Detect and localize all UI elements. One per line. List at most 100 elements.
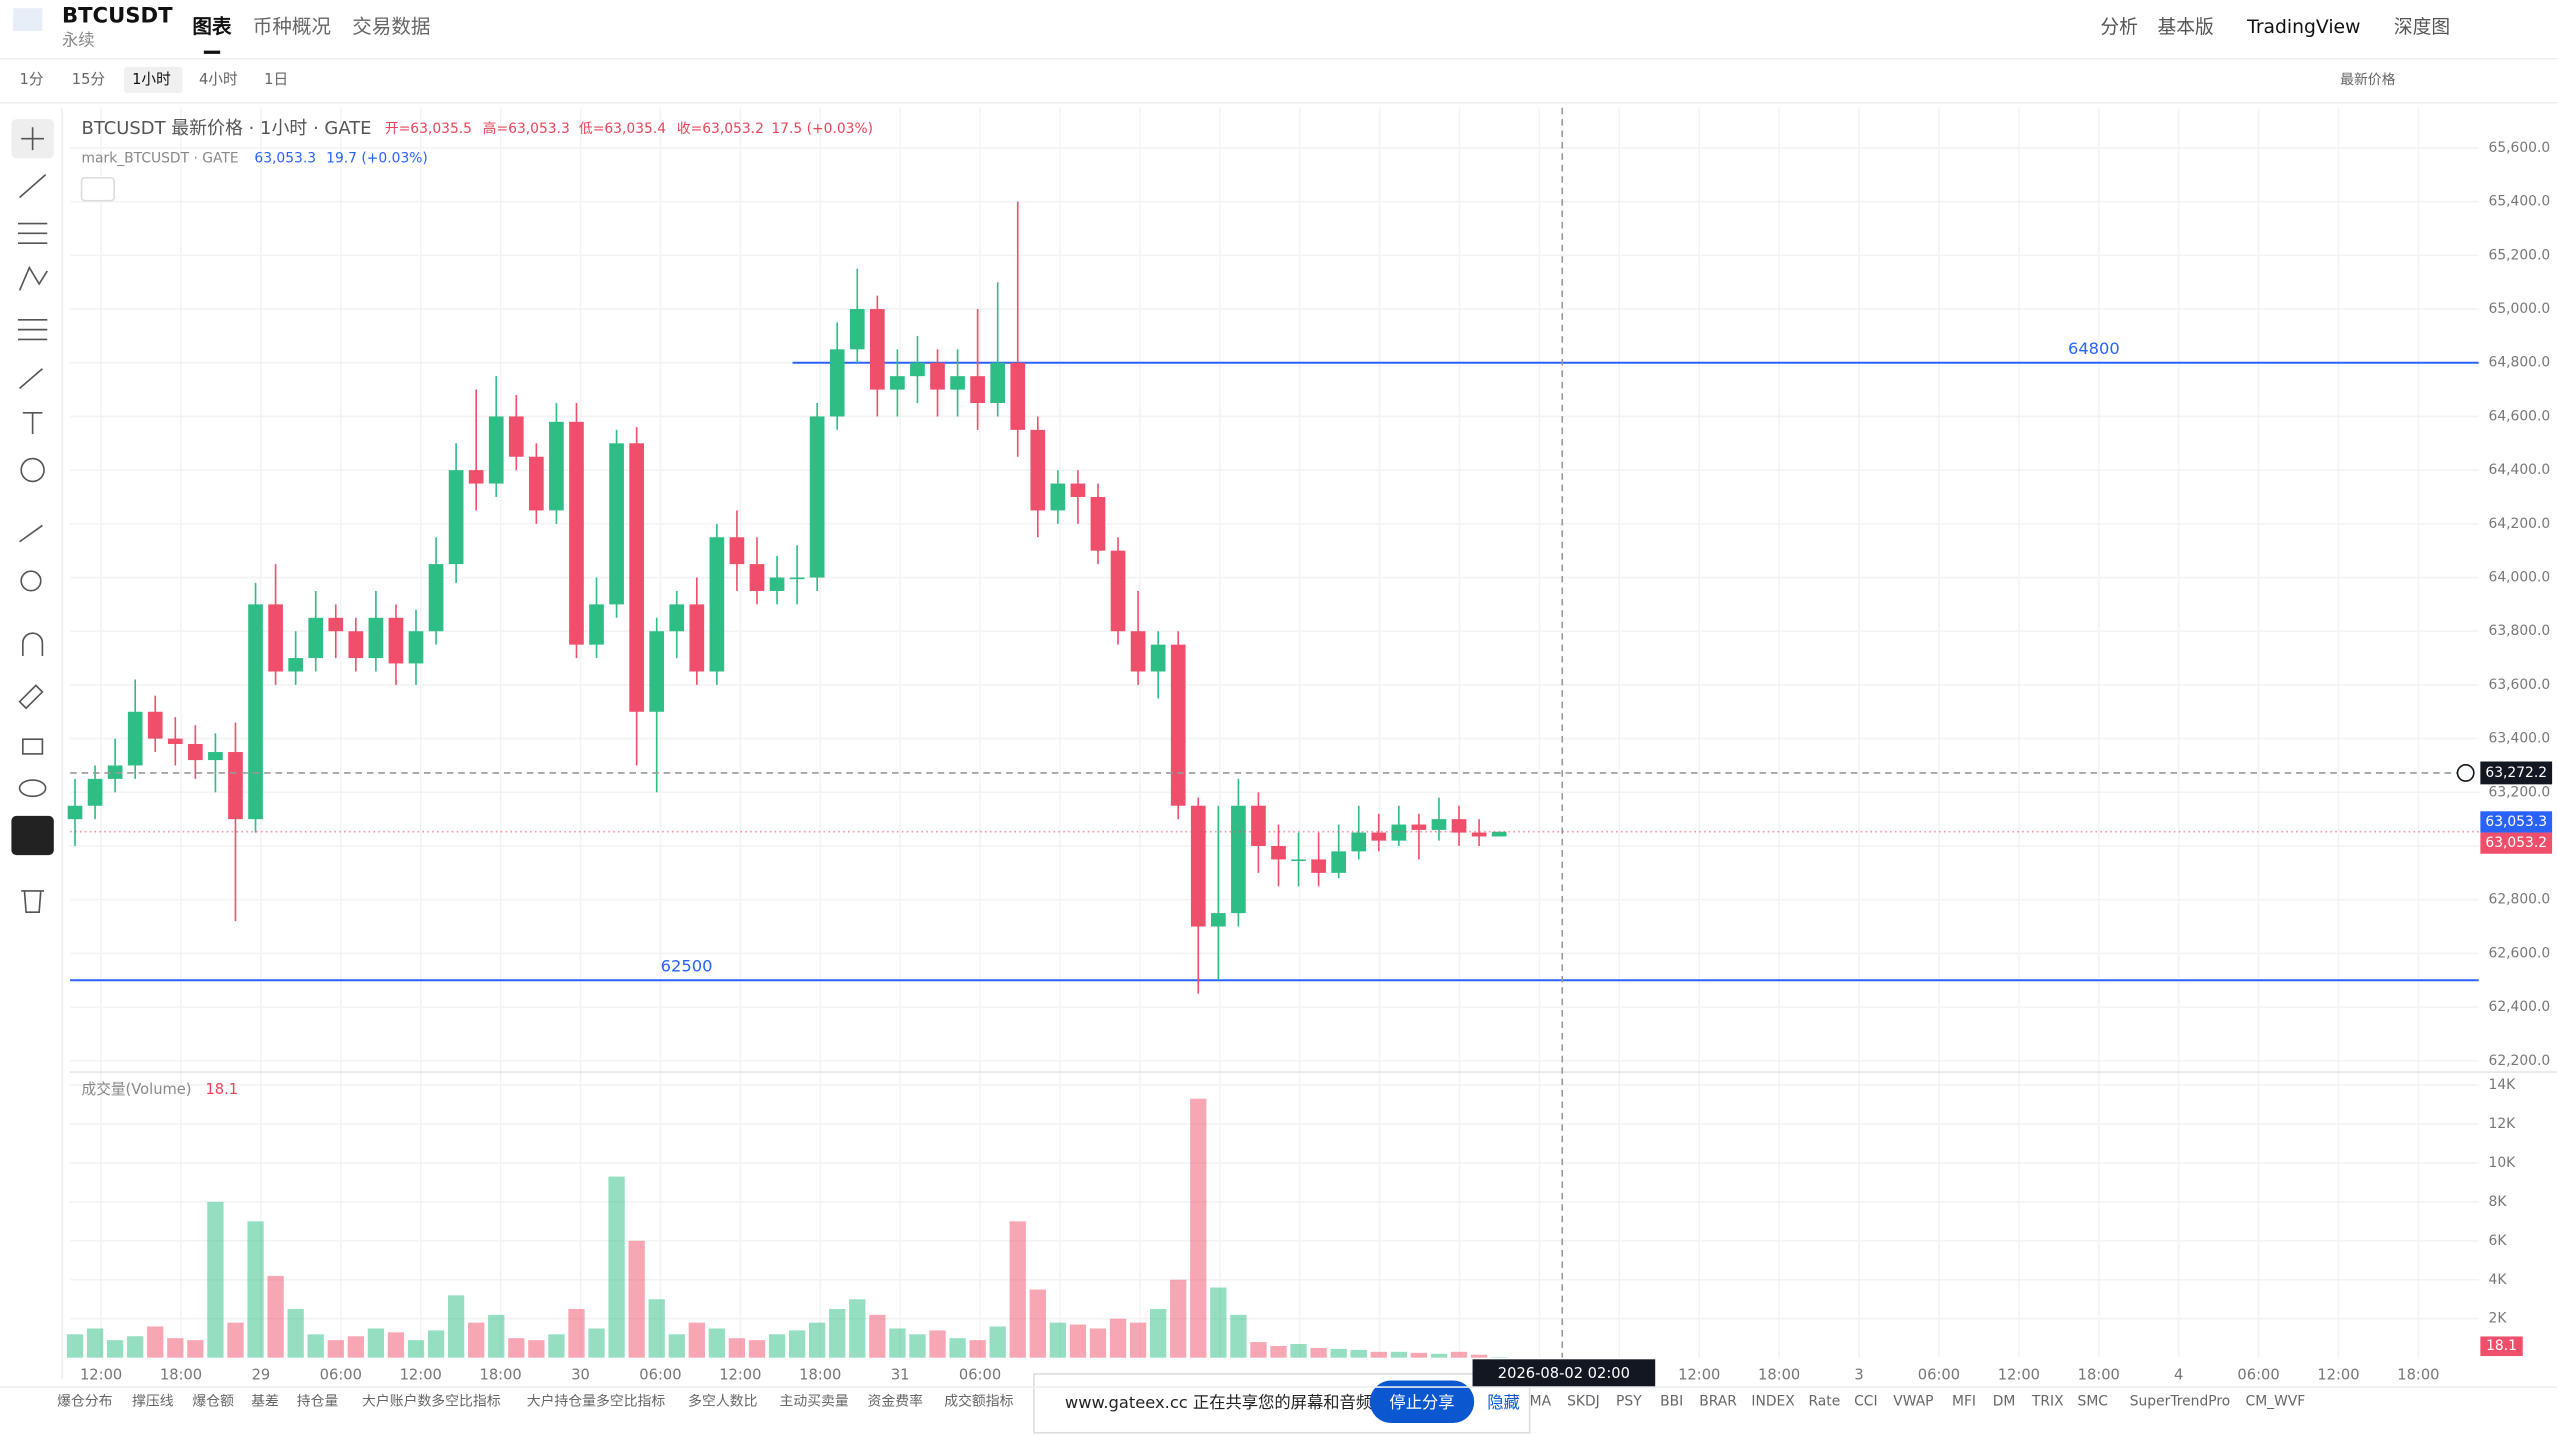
candle-body	[1090, 496, 1106, 551]
fib-tool[interactable]	[17, 319, 48, 341]
indicator-tab[interactable]: MFI	[1952, 1394, 1976, 1410]
x-tick-label: 12:00	[80, 1367, 122, 1384]
header-link[interactable]: 分析	[2100, 16, 2137, 38]
indicator-tab[interactable]: 爆仓分布	[57, 1394, 113, 1410]
candle-body	[689, 604, 705, 672]
interval[interactable]: 1日	[264, 71, 288, 88]
volume-bar	[628, 1240, 645, 1358]
indicator-tab[interactable]: BRAR	[1699, 1394, 1737, 1410]
y-tick-label: 64,800.0	[2489, 355, 2551, 371]
header-tab[interactable]: 交易数据	[352, 15, 430, 38]
header-link[interactable]: TradingView	[2246, 17, 2360, 38]
pattern-tool[interactable]	[18, 265, 48, 291]
x-tick-label: 06:00	[320, 1367, 362, 1384]
y-tick-label: 65,600.0	[2489, 140, 2551, 156]
indicator-tab[interactable]: SMC	[2078, 1394, 2108, 1410]
volume-tick-label: 2K	[2489, 1311, 2508, 1327]
header-link[interactable]: 基本版	[2157, 16, 2213, 38]
candle-body	[1050, 483, 1066, 511]
indicator-tab[interactable]: BBI	[1660, 1394, 1683, 1410]
stop-share-label[interactable]: 停止分享	[1389, 1393, 1454, 1412]
volume-bar	[1230, 1314, 1247, 1358]
stop-share-button[interactable]	[1369, 1380, 1475, 1423]
delete-tool[interactable]	[21, 890, 45, 914]
link-tool[interactable]	[11, 815, 54, 856]
crosshair-add[interactable]	[2456, 763, 2475, 782]
x-tick-label: 4	[2174, 1367, 2183, 1384]
volume-bar	[1089, 1328, 1107, 1358]
volume-bar	[748, 1340, 766, 1358]
interval[interactable]: 15分	[72, 71, 106, 88]
volume-bar	[488, 1314, 505, 1358]
y-tick-label: 64,400.0	[2489, 462, 2551, 478]
indicator-tab[interactable]: INDEX	[1751, 1394, 1795, 1410]
x-tick-label: 12:00	[1998, 1367, 2040, 1384]
header-tab[interactable]: 币种概况	[253, 15, 331, 38]
symbol[interactable]: BTCUSDT	[62, 2, 173, 27]
candle-body	[669, 604, 685, 632]
candle-body	[167, 738, 183, 744]
candle-body	[228, 752, 243, 820]
indicator-tab[interactable]: 爆仓额	[192, 1394, 234, 1410]
candle-body	[529, 456, 544, 511]
volume-bar	[1410, 1352, 1428, 1358]
volume-bar	[909, 1334, 926, 1358]
emoji-tool[interactable]	[20, 457, 45, 483]
interval-active-bg	[123, 66, 183, 94]
indicator-tab[interactable]: TRIX	[2031, 1394, 2064, 1410]
brush-tool[interactable]	[19, 368, 43, 389]
indicator-tab[interactable]: CM_WVF	[2246, 1394, 2306, 1410]
zoom-tool[interactable]	[20, 570, 42, 592]
indicator-tab[interactable]: 大户持仓量多空比指标	[527, 1393, 666, 1410]
indicator-tab[interactable]: 资金费率	[868, 1393, 924, 1410]
lock-draw-tool[interactable]	[18, 684, 44, 710]
lock-tool[interactable]	[22, 738, 44, 755]
indicator-tab[interactable]: CCI	[1854, 1394, 1877, 1410]
indicator-tab[interactable]: Rate	[1808, 1394, 1840, 1410]
indicator-tab[interactable]: 大户账户数多空比指标	[362, 1393, 501, 1410]
candle-body	[87, 778, 103, 806]
volume-bar	[468, 1322, 485, 1358]
y-tick-label: 65,000.0	[2489, 301, 2551, 317]
interval[interactable]: 1小时	[132, 71, 171, 88]
volume-bar	[227, 1322, 244, 1358]
indicator-tab[interactable]: PSY	[1616, 1394, 1642, 1410]
indicator-tab[interactable]: DM	[1993, 1394, 2016, 1410]
indicator-tab[interactable]: 持仓量	[297, 1394, 339, 1410]
header-tab[interactable]: 图表	[192, 15, 232, 38]
y-tick-label: 62,600.0	[2489, 945, 2551, 961]
indicator-tab[interactable]: 多空人数比	[688, 1393, 757, 1410]
hide-link[interactable]: 隐藏	[1487, 1393, 1520, 1412]
candle-body	[789, 577, 805, 580]
text-tool[interactable]	[22, 412, 43, 435]
indicator-tab[interactable]: SKDJ	[1567, 1394, 1600, 1410]
indicator-tab[interactable]: 成交额指标	[944, 1393, 1013, 1410]
magnet-tool[interactable]	[22, 632, 44, 656]
price-type[interactable]: 最新价格	[2340, 72, 2396, 88]
candle-body	[428, 564, 444, 632]
indicator-tab[interactable]: 基差	[251, 1393, 279, 1410]
candle-body	[910, 362, 925, 377]
ruler-tool[interactable]	[19, 524, 43, 543]
candle-body	[1431, 819, 1447, 830]
line-tool[interactable]	[19, 173, 47, 199]
indicator-tab[interactable]: MA	[1530, 1394, 1552, 1410]
price-badge	[2480, 832, 2553, 854]
channel-tool[interactable]	[17, 222, 48, 244]
ohlc-legend: 17.5 (+0.03%)	[771, 121, 873, 137]
candle-body	[1311, 859, 1326, 873]
indicator-tab[interactable]: 撑压线	[132, 1394, 174, 1410]
hide-tool[interactable]	[18, 779, 47, 798]
indicator-tab[interactable]: SuperTrendPro	[2130, 1394, 2230, 1410]
header-link[interactable]: 深度图	[2394, 16, 2450, 38]
chart-title: BTCUSDT 最新价格 · 1小时 · GATE	[82, 118, 372, 139]
crosshair-tool[interactable]	[21, 127, 45, 151]
interval[interactable]: 4小时	[199, 71, 238, 88]
collapse-button[interactable]	[80, 177, 115, 202]
indicator-tab[interactable]: 主动买卖量	[779, 1394, 848, 1410]
indicator-tab[interactable]: VWAP	[1893, 1394, 1933, 1410]
volume-bar	[1470, 1354, 1488, 1358]
candle-body	[1170, 644, 1186, 806]
interval[interactable]: 1分	[20, 71, 44, 88]
candle-body	[769, 577, 785, 591]
